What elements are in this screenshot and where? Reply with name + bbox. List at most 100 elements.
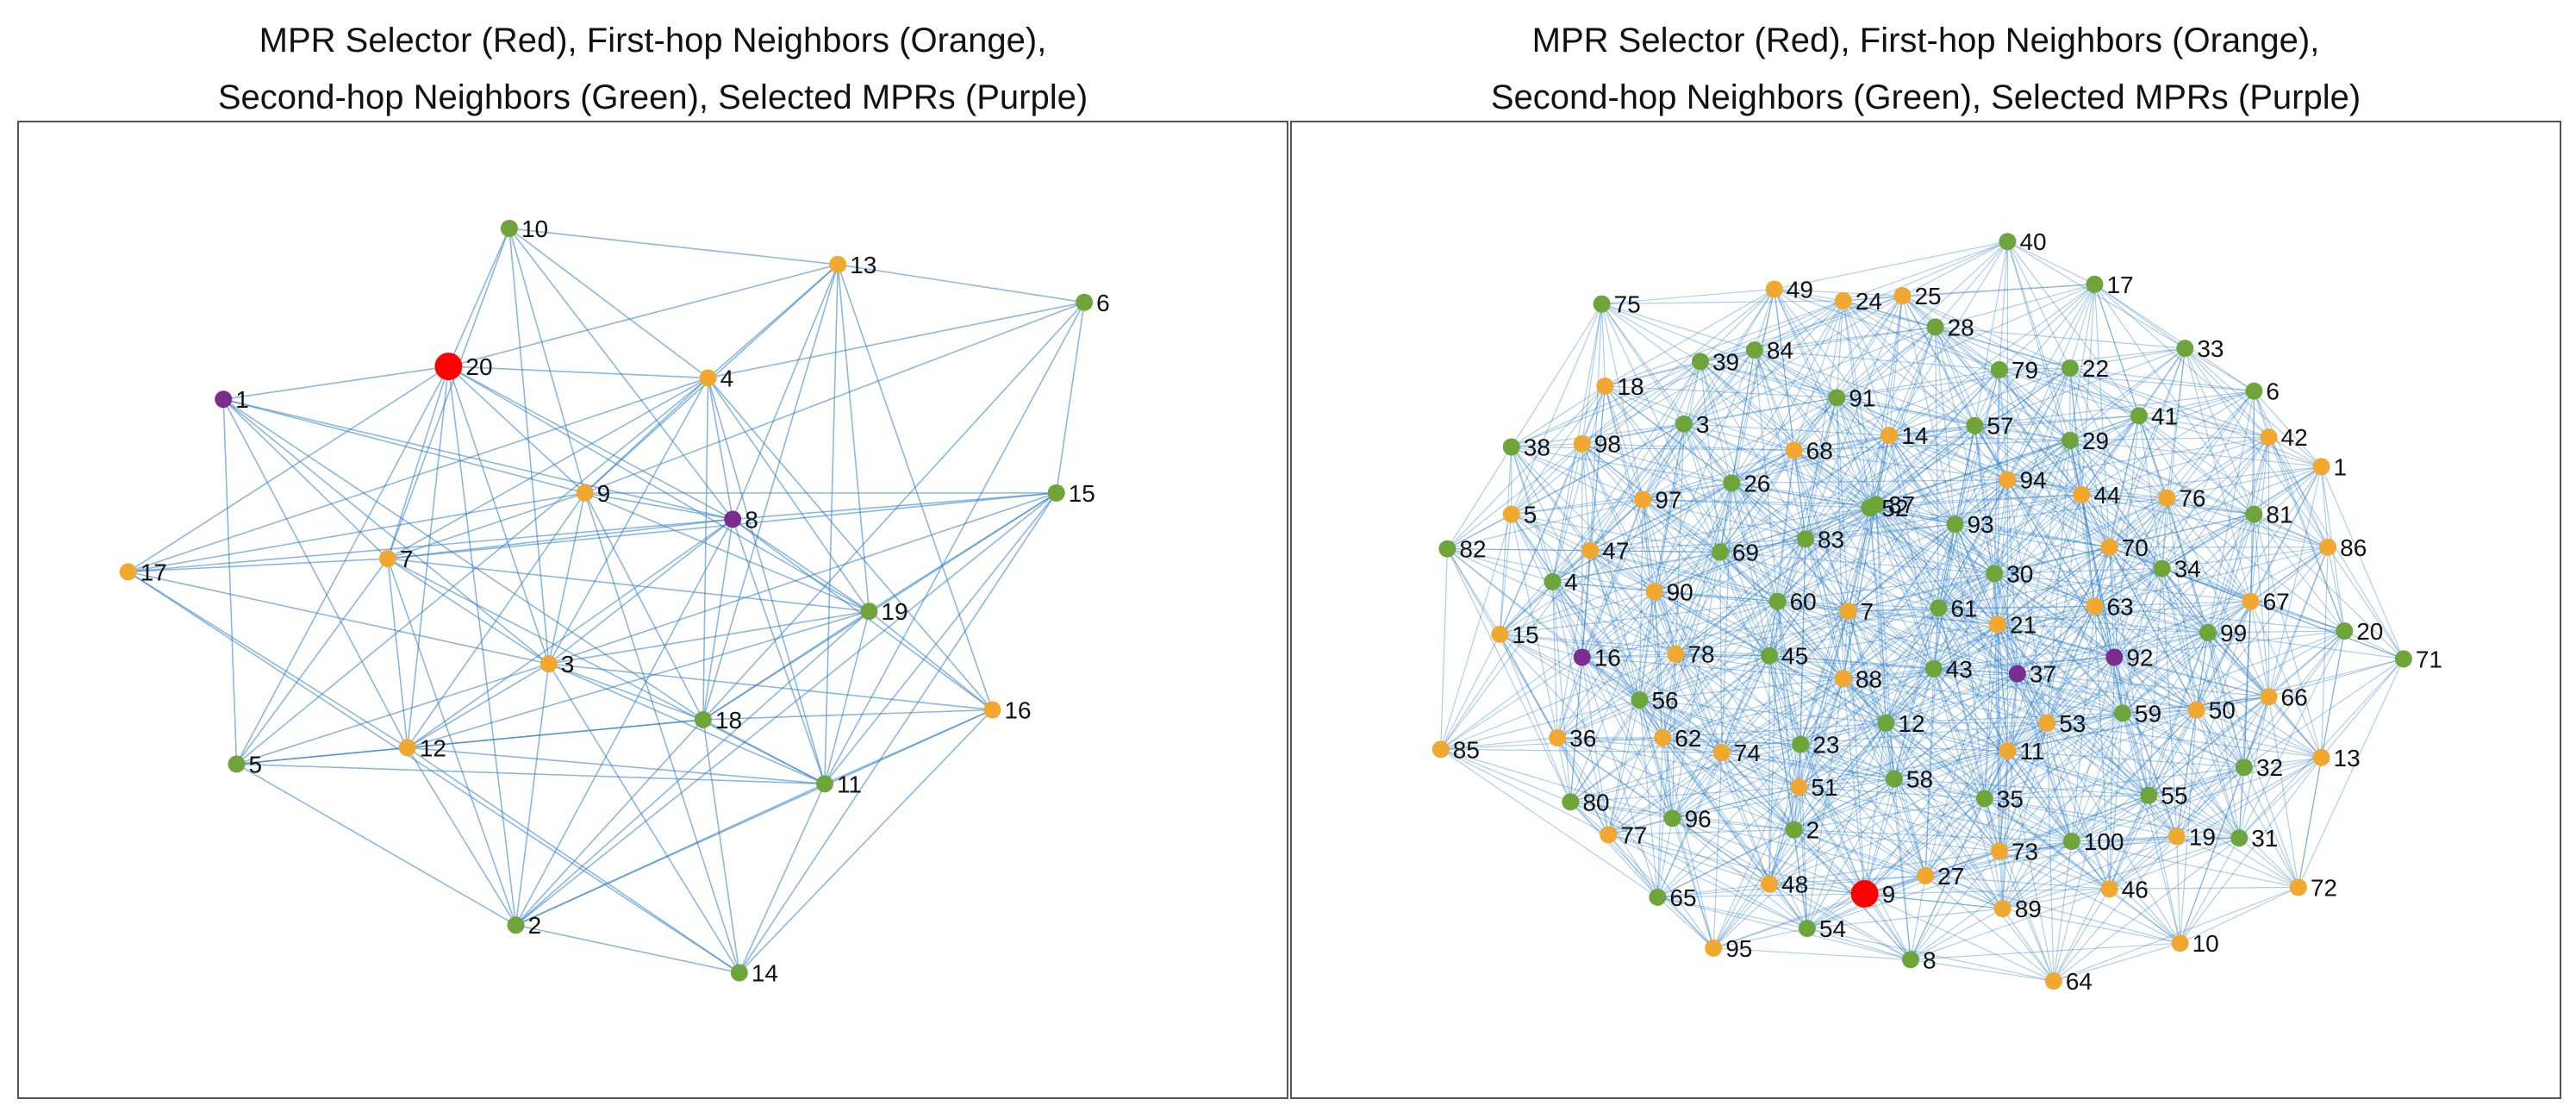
graph-edge [1721,752,1894,780]
graph-edge [1719,449,1795,553]
graph-edge [1843,300,2071,441]
node-label: 31 [2251,825,2278,852]
graph-edge [1793,778,1895,831]
graph-edge [1955,523,2110,548]
graph-edge [1805,494,2082,540]
graph-edge [1768,655,1866,895]
graph-edge [1955,497,2167,525]
graph-edge [1997,623,2115,659]
graph-edge [1654,483,1732,592]
node-label: 83 [1818,526,1844,553]
graph-edge [2176,630,2345,837]
graph-edge [1843,678,1887,724]
graph-edge [515,719,704,926]
graph-edge [1511,514,1720,553]
graph-edge [1672,601,1779,819]
graph-edge [1933,668,2149,796]
graph-edge [1805,479,2008,540]
graph-edge [2094,284,2255,392]
graph-edge [2069,440,2255,515]
graph-edge [1719,425,1975,553]
graph-edge [2109,835,2178,890]
node-label: 94 [2019,467,2046,494]
graph-edge [1511,349,1756,448]
graph-edge [2007,347,2186,481]
graph-edge [1933,632,2209,670]
graph-node-first_hop [983,701,1001,719]
graph-edge [2149,766,2245,796]
graph-edge [2243,757,2322,768]
graph-edge [1793,449,1877,505]
graph-edge [1719,552,1801,745]
graph-edge [2109,757,2322,890]
graph-edge [1581,657,1609,835]
graph-edge [1888,434,1995,574]
graph-edge [1777,601,1939,609]
graph-edge [1656,737,1663,897]
graph-edge [2196,547,2329,710]
graph-edge [1933,479,2008,670]
graph-edge [1800,722,1887,746]
graph-edge [1848,605,2095,612]
graph-edge [1885,668,1935,724]
graph-edge [2176,601,2252,837]
graph-edge [1511,514,1558,739]
graph-edge [1924,875,2003,909]
graph-edge [2109,837,2240,890]
graph-edge [1500,634,1640,701]
graph-edge [1683,423,1849,612]
graph-edge [1657,829,1794,898]
graph-edge [1793,369,2000,451]
graph-edge [1683,361,1701,424]
graph-edge [236,763,516,926]
graph-edge [1937,523,1956,609]
graph-edge [1984,712,2124,799]
graph-edge [1581,657,1674,819]
graph-edge [2253,390,2329,548]
graph-edge [824,264,839,784]
graph-edge [387,492,1057,559]
graph-edge [2017,440,2071,674]
graph-edge [1499,581,1553,635]
graph-edge [548,663,826,785]
graph-edge [1805,523,1955,540]
graph-edge [1938,607,2115,659]
graph-node-second_hop [1999,233,2017,251]
graph-edge [2138,415,2322,467]
graph-edge [1581,443,1794,451]
graph-edge [1974,425,1999,625]
graph-edge [2176,835,2240,839]
graph-edge [1910,908,2004,960]
graph-edge [2166,497,2209,634]
graph-edge [1805,539,1844,679]
graph-edge [1683,423,1779,602]
graph-node-first_hop [1999,471,2017,489]
graph-edge [2113,657,2240,839]
graph-edge [515,610,870,926]
graph-edge [1885,722,2004,909]
graph-edge [2207,632,2240,839]
graph-edge [1800,722,2048,746]
graph-edge [1848,610,1999,625]
graph-edge [2113,436,2270,658]
graph-edge [2167,465,2322,499]
graph-edge [2080,494,2269,697]
graph-edge [1886,656,2115,724]
graph-edge [1836,397,1877,505]
graph-edge [1868,507,2018,674]
graph-edge [1551,581,1723,753]
graph-node-second_hop [730,964,748,982]
graph-edge [2109,547,2245,768]
graph-edge [1675,607,1939,655]
graph-edge [1954,523,2124,714]
graph-edge [1654,361,1701,592]
graph-edge [1864,893,2055,982]
graph-edge [1889,434,2082,496]
graph-edge [1984,673,2018,799]
graph-edge [2080,494,2115,658]
graph-edge [2094,605,2209,634]
graph-edge [1551,581,1571,803]
node-label: 17 [140,559,167,585]
node-label: 36 [1569,725,1596,752]
graph-edge [1993,369,2000,574]
